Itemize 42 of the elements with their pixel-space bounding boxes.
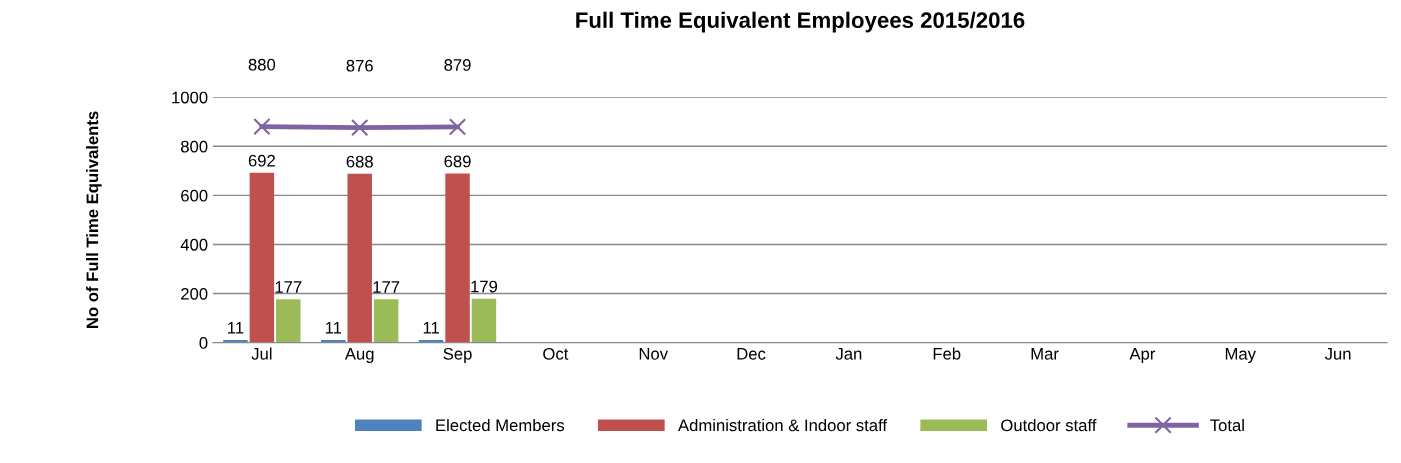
bar	[445, 173, 470, 343]
data-label: 11	[325, 322, 342, 334]
data-label: 11	[423, 322, 439, 334]
data-label: 177	[275, 281, 302, 293]
y-tick-label: 0	[199, 337, 208, 349]
data-label: 179	[471, 280, 498, 293]
y-axis-title: No of Full Time Equivalents	[86, 111, 102, 328]
bar	[249, 172, 275, 343]
y-tick-label: 800	[181, 140, 208, 153]
data-label: 688	[346, 155, 373, 168]
x-tick-label: Sep	[443, 347, 472, 364]
data-label: 177	[373, 281, 400, 293]
x-tick-label: Jul	[251, 347, 272, 360]
y-tick-label: 600	[181, 189, 208, 202]
data-label: 880	[248, 58, 276, 71]
x-tick-label: Feb	[933, 347, 961, 360]
x-tick-label: May	[1225, 348, 1256, 364]
bar	[471, 298, 497, 343]
legend-label: Elected Members	[436, 418, 565, 432]
data-label: 879	[444, 59, 471, 71]
legend-label: Administration & Indoor staff	[678, 418, 888, 432]
x-tick-label: Jun	[1324, 348, 1351, 360]
legend-label: Outdoor staff	[1001, 418, 1097, 432]
data-label: 689	[444, 155, 471, 168]
bar	[276, 299, 301, 343]
bar	[373, 299, 399, 343]
y-tick-label: 200	[181, 287, 208, 300]
data-label: 11	[228, 322, 244, 334]
x-tick-label: Mar	[1031, 348, 1059, 360]
x-tick-label: Aug	[344, 348, 374, 364]
y-tick-label: 1000	[172, 91, 208, 104]
data-label: 692	[248, 154, 275, 167]
y-tick-label: 400	[180, 238, 208, 251]
x-tick-label: Dec	[737, 348, 766, 360]
x-tick-label: Apr	[1129, 348, 1156, 364]
bar	[347, 173, 372, 343]
legend-label: Total	[1210, 418, 1244, 432]
x-tick-label: Jan	[835, 348, 862, 360]
x-tick-label: Nov	[639, 348, 668, 360]
x-tick-label: Oct	[543, 347, 569, 360]
data-label: 876	[346, 59, 373, 72]
chart-title: Full Time Equivalent Employees 2015/2016	[576, 11, 1025, 33]
